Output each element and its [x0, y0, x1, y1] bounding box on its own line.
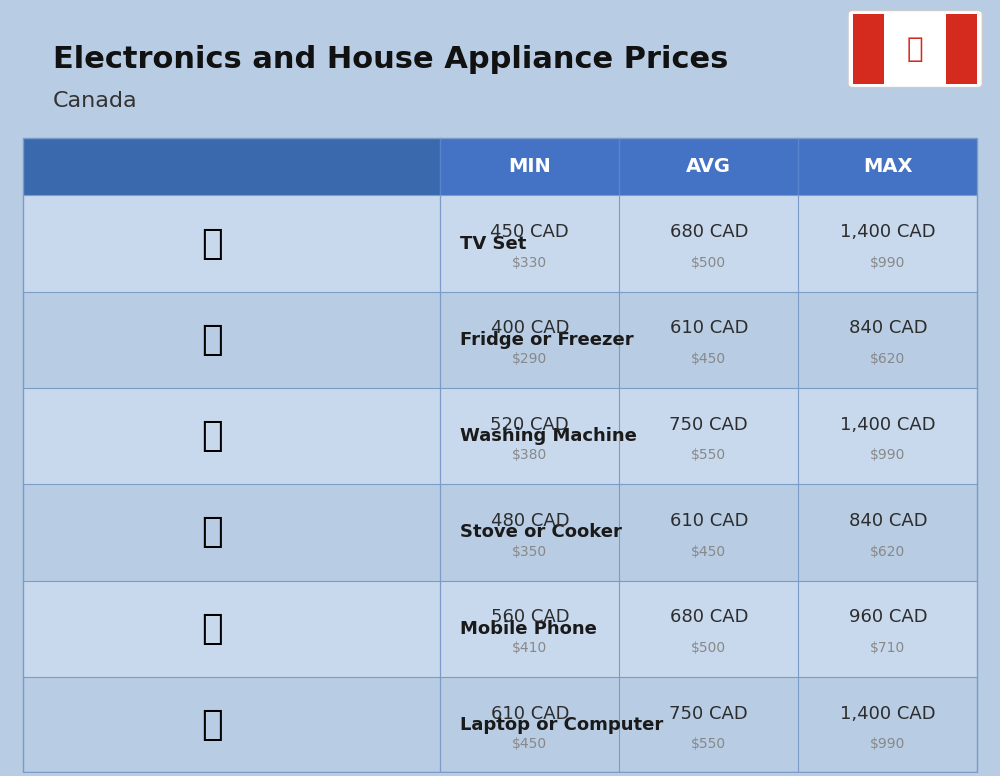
- Text: 610 CAD: 610 CAD: [491, 705, 569, 722]
- Text: $710: $710: [870, 641, 905, 655]
- Bar: [23, 292, 977, 388]
- Text: 🧊: 🧊: [201, 323, 222, 357]
- Text: TV Set: TV Set: [460, 234, 527, 252]
- Text: MIN: MIN: [508, 157, 551, 176]
- Text: $620: $620: [870, 545, 905, 559]
- Text: 🔥: 🔥: [201, 515, 222, 549]
- Bar: [23, 137, 977, 196]
- Text: 750 CAD: 750 CAD: [669, 705, 748, 722]
- Text: 🌀: 🌀: [201, 419, 222, 453]
- Text: 1,400 CAD: 1,400 CAD: [840, 223, 936, 241]
- Text: 610 CAD: 610 CAD: [670, 319, 748, 338]
- Text: 💻: 💻: [201, 708, 222, 742]
- Bar: [853, 14, 884, 84]
- Text: 840 CAD: 840 CAD: [849, 319, 927, 338]
- Bar: [23, 388, 440, 484]
- Bar: [23, 484, 440, 580]
- Text: $620: $620: [870, 352, 905, 366]
- Text: $550: $550: [691, 449, 726, 462]
- Text: 520 CAD: 520 CAD: [490, 416, 569, 434]
- Text: Electronics and House Appliance Prices: Electronics and House Appliance Prices: [53, 45, 728, 74]
- Text: $550: $550: [691, 737, 726, 751]
- Text: 📱: 📱: [201, 611, 222, 646]
- Bar: [23, 137, 977, 771]
- Text: Washing Machine: Washing Machine: [460, 427, 637, 445]
- Text: Stove or Cooker: Stove or Cooker: [460, 524, 622, 542]
- Bar: [23, 677, 440, 773]
- Bar: [23, 196, 440, 292]
- Text: $450: $450: [691, 352, 726, 366]
- Text: 480 CAD: 480 CAD: [491, 512, 569, 530]
- Bar: [23, 677, 977, 773]
- Text: 450 CAD: 450 CAD: [490, 223, 569, 241]
- Text: Canada: Canada: [53, 92, 137, 112]
- Text: MAX: MAX: [863, 157, 913, 176]
- Bar: [23, 580, 977, 677]
- Text: Mobile Phone: Mobile Phone: [460, 620, 597, 638]
- Text: AVG: AVG: [686, 157, 731, 176]
- Text: 1,400 CAD: 1,400 CAD: [840, 416, 936, 434]
- Text: 610 CAD: 610 CAD: [670, 512, 748, 530]
- Bar: [23, 292, 440, 388]
- Bar: [23, 580, 440, 677]
- Text: Laptop or Computer: Laptop or Computer: [460, 716, 663, 734]
- Text: 960 CAD: 960 CAD: [849, 608, 927, 626]
- FancyBboxPatch shape: [848, 11, 982, 88]
- Bar: [23, 388, 977, 484]
- Bar: [23, 137, 440, 196]
- Text: 1,400 CAD: 1,400 CAD: [840, 705, 936, 722]
- Text: $380: $380: [512, 449, 547, 462]
- Text: 🍁: 🍁: [907, 35, 923, 63]
- Text: 400 CAD: 400 CAD: [491, 319, 569, 338]
- Bar: [23, 196, 977, 292]
- Text: Fridge or Freezer: Fridge or Freezer: [460, 331, 634, 349]
- Text: 840 CAD: 840 CAD: [849, 512, 927, 530]
- Text: $990: $990: [870, 737, 906, 751]
- Text: 680 CAD: 680 CAD: [670, 608, 748, 626]
- Bar: [23, 484, 977, 580]
- Bar: [946, 14, 977, 84]
- Text: $290: $290: [512, 352, 547, 366]
- Text: $990: $990: [870, 256, 906, 270]
- Text: $450: $450: [512, 737, 547, 751]
- Text: 750 CAD: 750 CAD: [669, 416, 748, 434]
- Text: 📺: 📺: [201, 227, 222, 261]
- Text: 680 CAD: 680 CAD: [670, 223, 748, 241]
- Text: $500: $500: [691, 641, 726, 655]
- Text: 560 CAD: 560 CAD: [491, 608, 569, 626]
- Text: $500: $500: [691, 256, 726, 270]
- Text: $990: $990: [870, 449, 906, 462]
- Text: $330: $330: [512, 256, 547, 270]
- Text: $350: $350: [512, 545, 547, 559]
- Text: $450: $450: [691, 545, 726, 559]
- Text: $410: $410: [512, 641, 547, 655]
